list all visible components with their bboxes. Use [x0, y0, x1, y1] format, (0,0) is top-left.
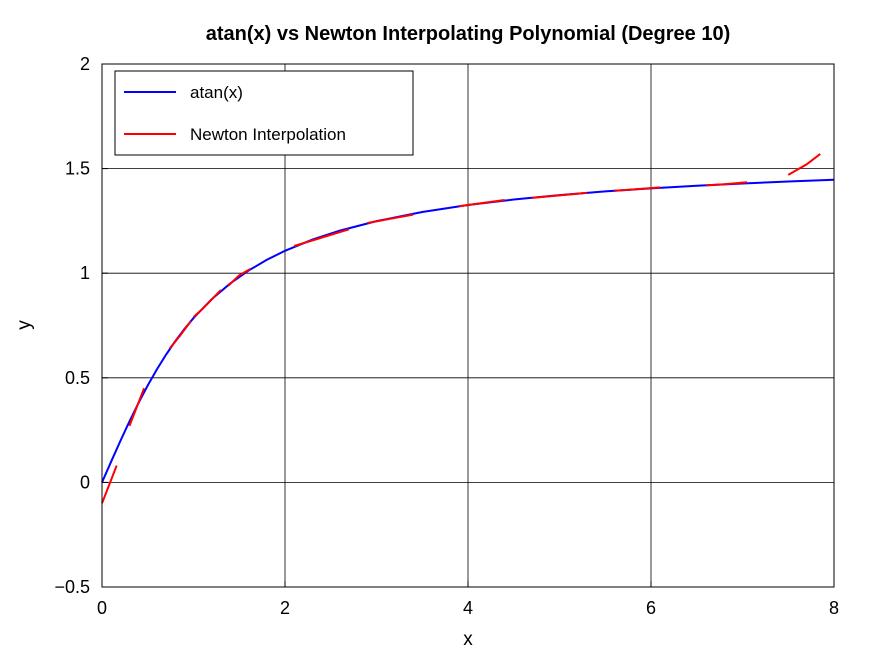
legend: atan(x) Newton Interpolation [114, 70, 414, 156]
chart-title: atan(x) vs Newton Interpolating Polynomi… [206, 23, 731, 45]
series-newton-segment [531, 191, 588, 199]
y-tick-label: 0.5 [65, 368, 90, 388]
series-newton-segment [293, 228, 350, 247]
legend-label-atan: atan(x) [190, 83, 243, 102]
series-newton-segment [458, 198, 505, 208]
series-newton-segment [128, 387, 146, 427]
legend-label-newton: Newton Interpolation [190, 125, 346, 144]
legend-box [114, 70, 414, 156]
y-tick-label: 2 [80, 54, 90, 74]
y-axis-label: y [14, 320, 35, 330]
y-tick-label: −0.5 [54, 577, 90, 597]
series-newton-segment [787, 153, 821, 176]
series-newton-segment [227, 268, 251, 287]
x-axis-label: x [463, 629, 473, 650]
x-tick-label: 0 [97, 598, 107, 618]
series-newton-segment [705, 181, 748, 187]
series-newton-segment [168, 320, 192, 350]
series-newton-segment [367, 213, 414, 224]
y-tick-label: 1 [80, 263, 90, 283]
series-newton-segment [614, 186, 661, 192]
x-tick-label: 8 [829, 598, 839, 618]
x-tick-label: 4 [463, 598, 473, 618]
series-layer [101, 153, 835, 504]
y-tick-label: 0 [80, 472, 90, 492]
series-newton-segment [101, 465, 118, 504]
x-tick-label: 6 [646, 598, 656, 618]
x-tick-label: 2 [280, 598, 290, 618]
tick-labels: 0 2 4 6 8 −0.5 0 0.5 1 1.5 2 [54, 54, 839, 618]
y-tick-label: 1.5 [65, 159, 90, 179]
series-newton-segment [192, 289, 222, 318]
